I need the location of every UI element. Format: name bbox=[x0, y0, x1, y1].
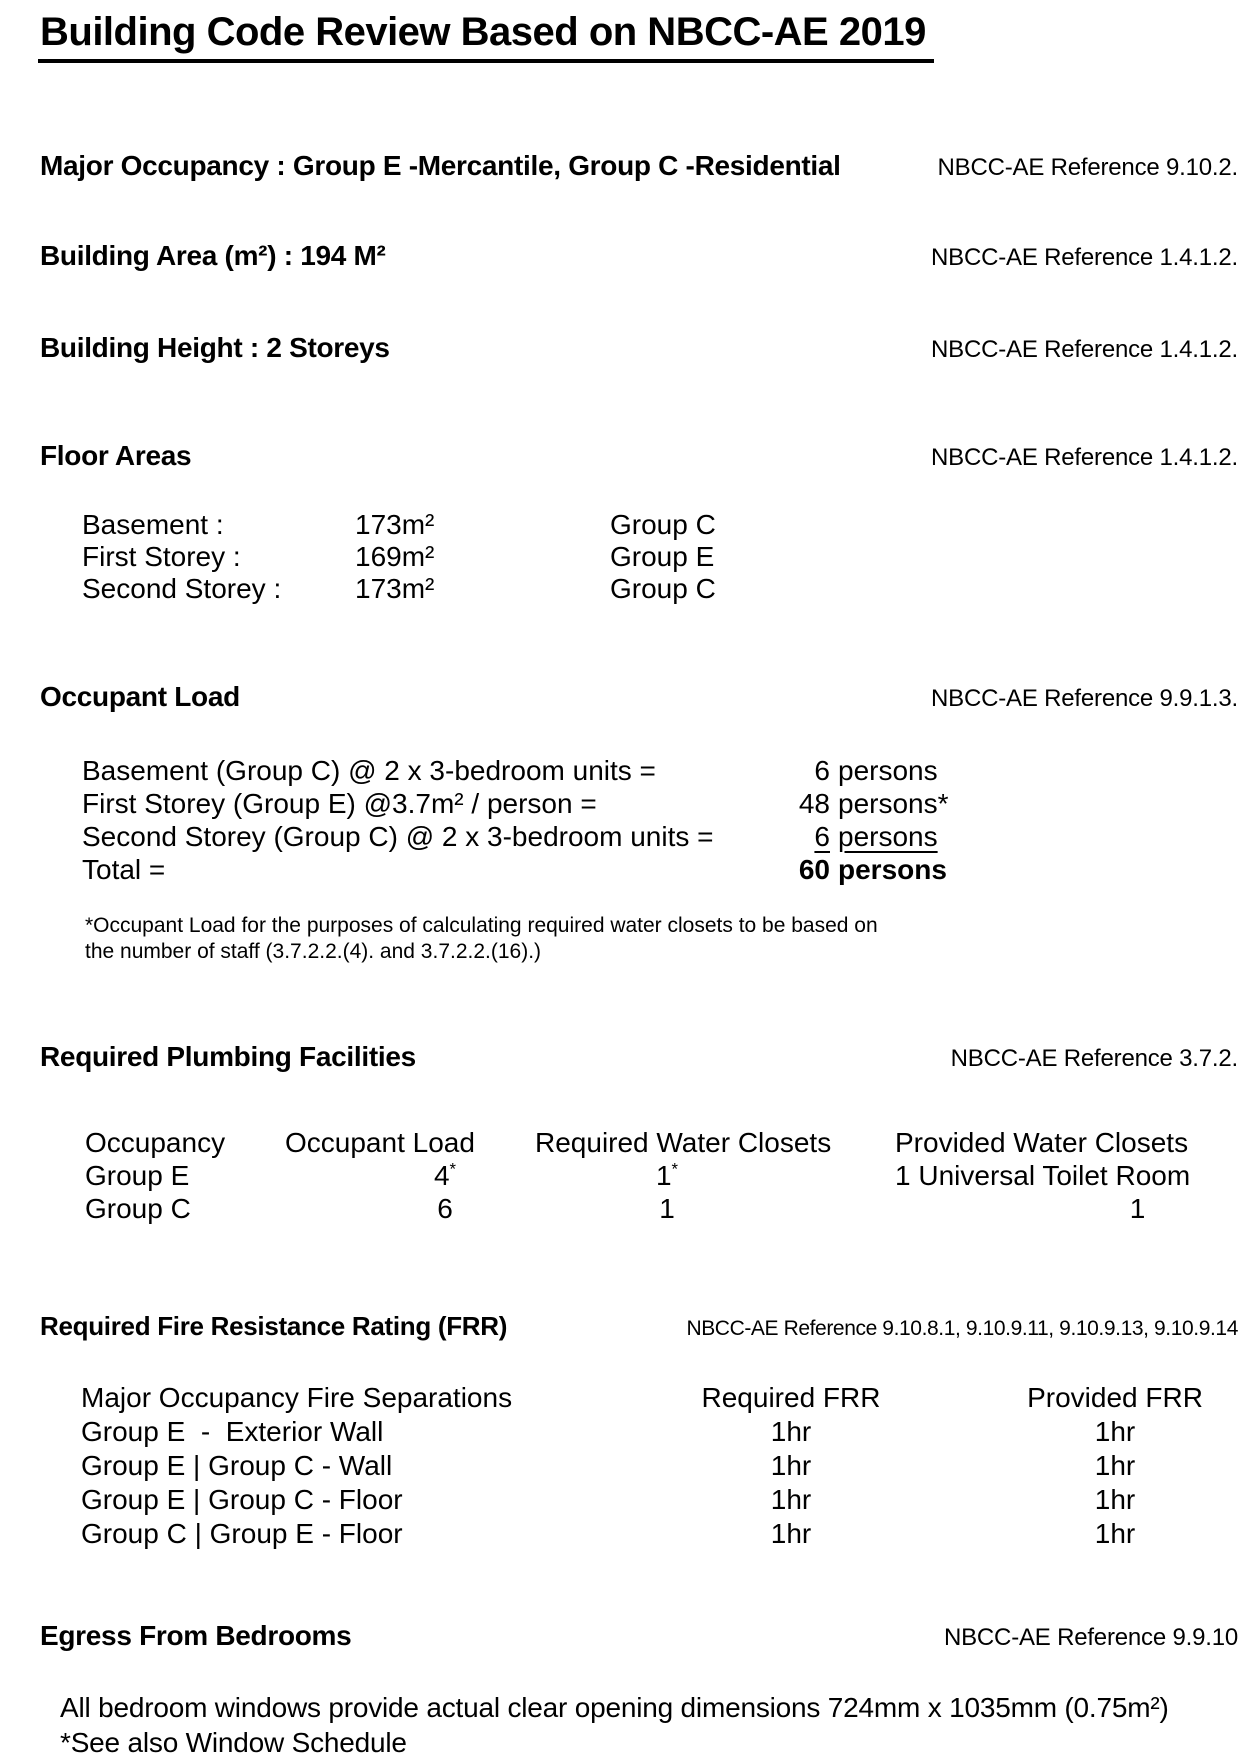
frr-provided-value: 1hr bbox=[1094, 1484, 1136, 1515]
section-building-area: Building Area (m²) : 194 M² NBCC-AE Refe… bbox=[40, 241, 1238, 273]
frr-separation: Group E | Group C - Floor bbox=[81, 1484, 403, 1515]
frr-reference: NBCC-AE Reference 9.10.8.1, 9.10.9.11, 9… bbox=[686, 1317, 1238, 1340]
occupant-load-value: 6 persons bbox=[814, 755, 938, 786]
occupant-load-label: Second Storey (Group C) @ 2 x 3-bedroom … bbox=[82, 821, 714, 852]
plumbing-header-occupancy: Occupancy bbox=[85, 1127, 226, 1158]
floor-group: Group C bbox=[610, 573, 716, 604]
footnote-line: *Occupant Load for the purposes of calcu… bbox=[85, 914, 878, 937]
building-height-label: Building Height : 2 Storeys bbox=[40, 332, 390, 363]
plumbing-occupancy: Group E bbox=[85, 1160, 190, 1191]
plumbing-heading: Required Plumbing Facilities bbox=[40, 1041, 416, 1072]
floor-area-value: 173m² bbox=[355, 573, 435, 604]
plumbing-header-required: Required Water Closets bbox=[535, 1127, 832, 1158]
occupant-load-row: Second Storey (Group C) @ 2 x 3-bedroom … bbox=[82, 820, 1238, 853]
plumbing-provided: 1 bbox=[1129, 1193, 1146, 1224]
footnote-line: the number of staff (3.7.2.2.(4). and 3.… bbox=[85, 940, 542, 963]
frr-provided-value: 1hr bbox=[1094, 1450, 1136, 1481]
floor-name: Basement : bbox=[82, 509, 224, 540]
frr-required-value: 1hr bbox=[770, 1518, 812, 1549]
plumbing-table: Occupancy Occupant Load Required Water C… bbox=[85, 1126, 1238, 1225]
occupant-load-total-value: 60 persons bbox=[798, 854, 947, 885]
plumbing-row: Group C 6 1 1 bbox=[85, 1192, 1238, 1225]
floor-areas-reference: NBCC-AE Reference 1.4.1.2. bbox=[931, 444, 1238, 471]
frr-provided-value: 1hr bbox=[1094, 1416, 1136, 1447]
occupant-load-heading: Occupant Load bbox=[40, 681, 240, 712]
section-egress-heading: Egress From Bedrooms NBCC-AE Reference 9… bbox=[40, 1621, 1238, 1653]
plumbing-header-provided: Provided Water Closets bbox=[895, 1127, 1189, 1158]
frr-row: Group E | Group C - Wall 1hr 1hr bbox=[81, 1449, 1238, 1483]
section-plumbing-heading: Required Plumbing Facilities NBCC-AE Ref… bbox=[40, 1042, 1238, 1074]
plumbing-required: 1 bbox=[659, 1193, 675, 1224]
frr-separation: Group E | Group C - Wall bbox=[81, 1450, 393, 1481]
occupant-load-footnote: *Occupant Load for the purposes of calcu… bbox=[85, 913, 1238, 965]
floor-areas-heading: Floor Areas bbox=[40, 440, 192, 471]
building-height-reference: NBCC-AE Reference 1.4.1.2. bbox=[931, 336, 1238, 363]
frr-row: Group E | Group C - Floor 1hr 1hr bbox=[81, 1483, 1238, 1517]
plumbing-occupancy: Group C bbox=[85, 1193, 191, 1224]
frr-provided-value: 1hr bbox=[1094, 1518, 1136, 1549]
building-area-label: Building Area (m²) : 194 M² bbox=[40, 240, 386, 271]
frr-header-provided: Provided FRR bbox=[1027, 1382, 1203, 1413]
plumbing-header-row: Occupancy Occupant Load Required Water C… bbox=[85, 1126, 1238, 1159]
plumbing-required: 1* bbox=[655, 1159, 679, 1191]
plumbing-header-load: Occupant Load bbox=[285, 1127, 475, 1158]
floor-row: First Storey : 169m² Group E bbox=[82, 541, 1238, 573]
floor-area-value: 169m² bbox=[355, 541, 435, 572]
frr-required-value: 1hr bbox=[770, 1450, 812, 1481]
frr-header-row: Major Occupancy Fire Separations Require… bbox=[81, 1381, 1238, 1415]
occupant-load-label: First Storey (Group E) @3.7m² / person = bbox=[82, 788, 597, 819]
frr-separation: Group E - Exterior Wall bbox=[81, 1416, 384, 1447]
occupant-load-row: First Storey (Group E) @3.7m² / person =… bbox=[82, 787, 1238, 820]
frr-required-value: 1hr bbox=[770, 1484, 812, 1515]
major-occupancy-reference: NBCC-AE Reference 9.10.2. bbox=[937, 154, 1239, 181]
floor-areas-table: Basement : 173m² Group C First Storey : … bbox=[82, 509, 1238, 605]
section-floor-areas-heading: Floor Areas NBCC-AE Reference 1.4.1.2. bbox=[40, 441, 1238, 473]
plumbing-row: Group E 4* 1* 1 Universal Toilet Room bbox=[85, 1159, 1238, 1192]
plumbing-provided: 1 Universal Toilet Room bbox=[895, 1160, 1191, 1191]
egress-line: *See also Window Schedule bbox=[60, 1727, 407, 1758]
occupant-load-reference: NBCC-AE Reference 9.9.1.3. bbox=[931, 685, 1238, 712]
occupant-load-label: Basement (Group C) @ 2 x 3-bedroom units… bbox=[82, 755, 656, 786]
section-building-height: Building Height : 2 Storeys NBCC-AE Refe… bbox=[40, 333, 1238, 365]
egress-heading: Egress From Bedrooms bbox=[40, 1620, 352, 1651]
floor-name: First Storey : bbox=[82, 541, 241, 572]
plumbing-reference: NBCC-AE Reference 3.7.2. bbox=[950, 1045, 1239, 1072]
frr-header-required: Required FRR bbox=[701, 1382, 881, 1413]
section-major-occupancy: Major Occupancy : Group E -Mercantile, G… bbox=[40, 151, 1238, 183]
section-occupant-load-heading: Occupant Load NBCC-AE Reference 9.9.1.3. bbox=[40, 682, 1238, 714]
egress-text: All bedroom windows provide actual clear… bbox=[60, 1690, 1238, 1760]
footnote-asterisk: * bbox=[671, 1159, 679, 1179]
floor-group: Group C bbox=[610, 509, 716, 540]
frr-row: Group C | Group E - Floor 1hr 1hr bbox=[81, 1517, 1238, 1551]
building-area-reference: NBCC-AE Reference 1.4.1.2. bbox=[931, 244, 1238, 271]
floor-row: Second Storey : 173m² Group C bbox=[82, 573, 1238, 605]
occupant-load-value: 48 persons* bbox=[798, 788, 949, 819]
frr-table: Major Occupancy Fire Separations Require… bbox=[81, 1381, 1238, 1551]
egress-line: All bedroom windows provide actual clear… bbox=[60, 1692, 1169, 1723]
floor-row: Basement : 173m² Group C bbox=[82, 509, 1238, 541]
section-frr-heading: Required Fire Resistance Rating (FRR) NB… bbox=[40, 1311, 1238, 1344]
plumbing-load: 4* bbox=[433, 1159, 457, 1191]
frr-separation: Group C | Group E - Floor bbox=[81, 1518, 403, 1549]
frr-header-separations: Major Occupancy Fire Separations bbox=[81, 1382, 513, 1413]
plumbing-load: 6 bbox=[437, 1193, 453, 1224]
occupant-load-list: Basement (Group C) @ 2 x 3-bedroom units… bbox=[82, 754, 1238, 886]
occupant-load-row: Basement (Group C) @ 2 x 3-bedroom units… bbox=[82, 754, 1238, 787]
floor-name: Second Storey : bbox=[82, 573, 282, 604]
floor-area-value: 173m² bbox=[355, 509, 435, 540]
occupant-load-row-total: Total = 60 persons bbox=[82, 853, 1238, 886]
occupant-load-value-underlined: 6 persons bbox=[814, 821, 938, 852]
major-occupancy-label: Major Occupancy : Group E -Mercantile, G… bbox=[40, 150, 841, 181]
floor-group: Group E bbox=[610, 541, 715, 572]
frr-row: Group E - Exterior Wall 1hr 1hr bbox=[81, 1415, 1238, 1449]
frr-heading: Required Fire Resistance Rating (FRR) bbox=[40, 1311, 508, 1341]
occupant-load-label: Total = bbox=[82, 854, 166, 885]
footnote-asterisk: * bbox=[449, 1159, 457, 1179]
frr-required-value: 1hr bbox=[770, 1416, 812, 1447]
page-title: Building Code Review Based on NBCC-AE 20… bbox=[38, 8, 934, 63]
egress-reference: NBCC-AE Reference 9.9.10 bbox=[943, 1624, 1238, 1651]
